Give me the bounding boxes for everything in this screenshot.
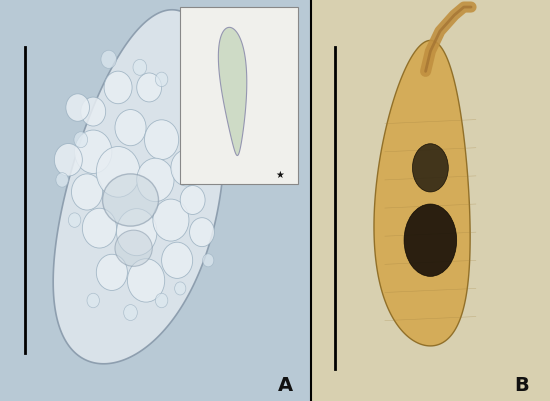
Ellipse shape <box>115 231 152 267</box>
Ellipse shape <box>180 186 205 215</box>
PathPatch shape <box>53 11 224 364</box>
Bar <box>180 8 298 184</box>
Ellipse shape <box>81 98 106 127</box>
Ellipse shape <box>101 51 117 69</box>
Ellipse shape <box>74 132 87 148</box>
Ellipse shape <box>96 255 128 291</box>
Ellipse shape <box>412 144 448 192</box>
Ellipse shape <box>155 294 168 308</box>
Ellipse shape <box>66 95 90 122</box>
Ellipse shape <box>54 144 82 176</box>
Ellipse shape <box>75 131 112 174</box>
Text: ★: ★ <box>276 170 284 179</box>
Ellipse shape <box>196 145 208 160</box>
Ellipse shape <box>190 218 214 247</box>
Ellipse shape <box>124 305 138 321</box>
Ellipse shape <box>175 282 186 295</box>
Ellipse shape <box>202 254 214 267</box>
Ellipse shape <box>145 120 179 160</box>
Ellipse shape <box>128 259 164 302</box>
PathPatch shape <box>218 28 247 156</box>
Ellipse shape <box>155 73 168 87</box>
Ellipse shape <box>115 110 146 146</box>
PathPatch shape <box>374 41 470 346</box>
Ellipse shape <box>137 74 162 103</box>
Ellipse shape <box>117 209 157 256</box>
Text: B: B <box>514 375 529 395</box>
Ellipse shape <box>133 60 147 76</box>
Ellipse shape <box>56 173 68 188</box>
Ellipse shape <box>72 174 102 211</box>
Ellipse shape <box>137 159 174 202</box>
Text: A: A <box>278 375 294 395</box>
Ellipse shape <box>82 209 117 248</box>
Ellipse shape <box>96 147 140 198</box>
Ellipse shape <box>87 294 100 308</box>
Ellipse shape <box>153 200 189 241</box>
Ellipse shape <box>162 243 192 279</box>
Ellipse shape <box>68 213 81 228</box>
Ellipse shape <box>104 72 132 105</box>
Ellipse shape <box>171 150 202 186</box>
Ellipse shape <box>102 174 158 227</box>
Ellipse shape <box>404 205 456 277</box>
